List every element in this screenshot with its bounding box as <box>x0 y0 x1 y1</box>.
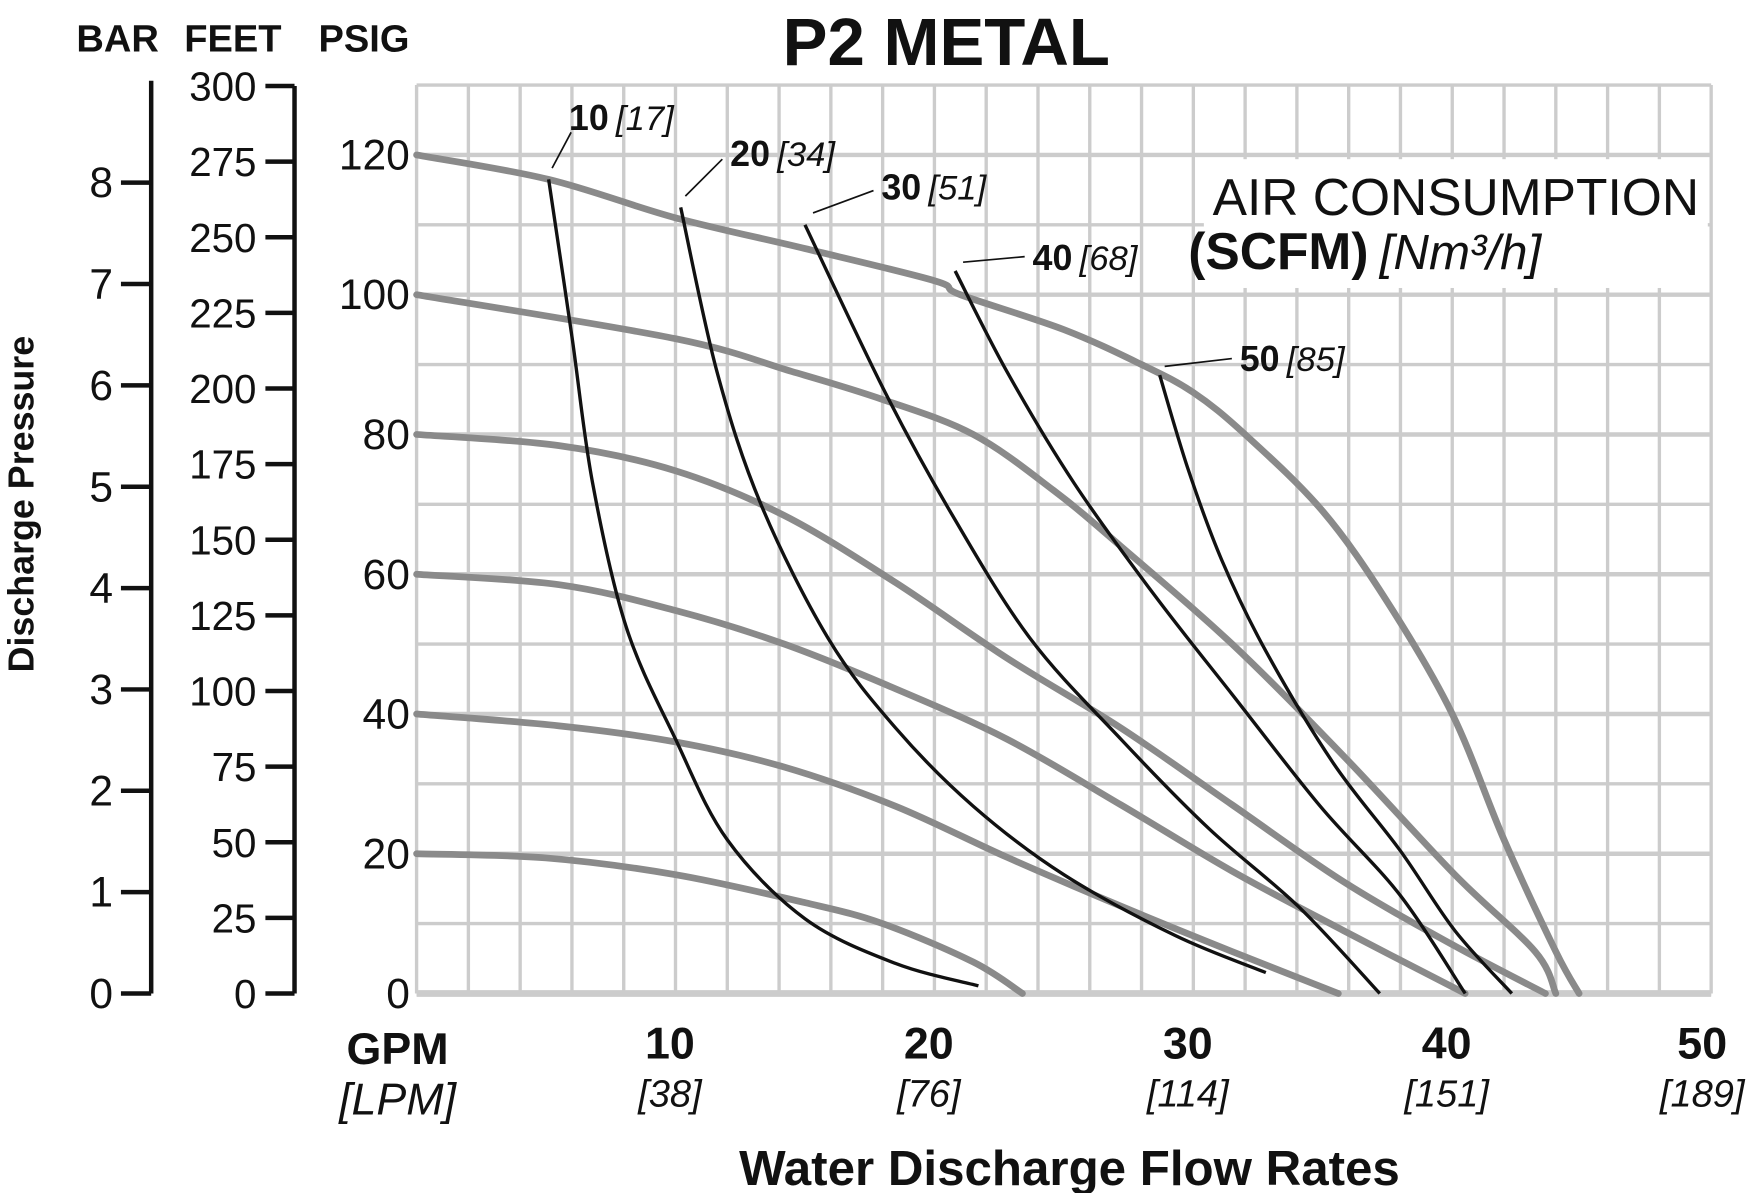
psig-tick-label: 60 <box>363 551 410 599</box>
pressure-curve-100-psig <box>413 291 1560 997</box>
air-curve-leader-line <box>684 158 723 197</box>
air-curve-leader-line <box>812 189 874 214</box>
air-curve-label-alt: [68] <box>1079 240 1139 278</box>
air-curve-50-scfm <box>1158 374 1514 995</box>
bar-tick-label: 8 <box>89 159 113 207</box>
bar-tick-label: 7 <box>89 261 113 309</box>
psig-tick-label: 120 <box>339 131 410 179</box>
psig-tick-label: 40 <box>363 691 410 739</box>
x-tick-label: 40 <box>1422 1018 1472 1068</box>
air-curve-20-scfm <box>679 206 1267 975</box>
feet-tick-label: 300 <box>189 65 256 110</box>
x-axis-label: Water Discharge Flow Rates <box>739 1141 1400 1193</box>
x-unit-lpm: [LPM] <box>338 1074 458 1124</box>
feet-tick-label: 250 <box>189 216 256 261</box>
feet-tick-label: 225 <box>189 291 256 336</box>
bar-tick-label: 2 <box>89 767 113 815</box>
psig-axis-header: PSIG <box>318 19 409 61</box>
feet-tick-label: 200 <box>189 367 256 412</box>
pressure-curve-40-psig <box>413 710 1342 997</box>
axes: 0204060801001200255075100125150175200225… <box>89 65 1746 1116</box>
pressure-curve-60-psig <box>413 570 1469 997</box>
air-curve-leader-line <box>1164 357 1232 368</box>
annotation-scfm: (SCFM) <box>1188 222 1368 280</box>
feet-tick-label: 50 <box>212 821 257 866</box>
x-tick-label: 20 <box>904 1018 954 1068</box>
feet-tick-label: 25 <box>212 896 257 941</box>
pressure-curves <box>413 151 1583 997</box>
feet-axis-header: FEET <box>184 19 281 61</box>
annotation-nm3h: [Nm³/h] <box>1379 225 1543 280</box>
x-tick-label: 10 <box>645 1018 695 1068</box>
air-curve-label-alt: [34] <box>776 136 836 174</box>
psig-tick-label: 80 <box>363 411 410 459</box>
air-curve-label: 40 <box>1033 238 1073 278</box>
annotation-line1: AIR CONSUMPTION <box>1213 168 1699 226</box>
x-tick-label-lpm: [38] <box>637 1074 703 1116</box>
air-curve-label: 10 <box>569 98 609 138</box>
feet-tick-label: 125 <box>189 594 256 639</box>
x-tick-label-lpm: [151] <box>1403 1074 1490 1116</box>
bar-tick-label: 6 <box>89 362 113 410</box>
chart-title: P2 METAL <box>783 5 1110 80</box>
psig-tick-label: 0 <box>386 970 410 1018</box>
air-consumption-curves: 10 [17] 20 [34] 30 [51] 40 [68] 50 [85] <box>546 98 1514 995</box>
x-tick-label: 30 <box>1163 1018 1213 1068</box>
air-curve-label: 20 <box>730 134 770 174</box>
x-unit-gpm: GPM <box>347 1024 449 1074</box>
air-curve-label: 30 <box>881 168 921 208</box>
bar-tick-label: 5 <box>89 463 113 511</box>
pressure-curve-120-psig <box>413 151 1583 997</box>
bar-tick-label: 4 <box>89 565 113 613</box>
bar-tick-label: 3 <box>89 666 113 714</box>
x-tick-label-lpm: [114] <box>1146 1074 1230 1116</box>
air-curve-leader-line <box>551 131 572 169</box>
air-curve-40-scfm <box>953 270 1467 995</box>
psig-tick-label: 20 <box>363 830 410 878</box>
air-curve-label-alt: [17] <box>615 100 675 138</box>
bar-tick-label: 0 <box>89 970 113 1018</box>
feet-tick-label: 0 <box>234 972 256 1017</box>
air-curve-label: 50 <box>1240 339 1280 379</box>
y-axis-label: Discharge Pressure <box>2 336 42 673</box>
feet-tick-label: 75 <box>212 745 257 790</box>
air-curve-30-scfm <box>803 224 1381 995</box>
annotation-background <box>1203 159 1708 288</box>
air-curve-leader-line <box>963 255 1025 264</box>
x-tick-label-lpm: [189] <box>1659 1074 1746 1116</box>
feet-tick-label: 100 <box>189 670 256 715</box>
pressure-curve-20-psig <box>413 850 1026 997</box>
bar-axis-header: BAR <box>76 19 158 61</box>
feet-tick-label: 275 <box>189 140 256 185</box>
feet-tick-label: 150 <box>189 518 256 563</box>
x-tick-label: 50 <box>1677 1018 1727 1068</box>
x-tick-label-lpm: [76] <box>896 1074 962 1116</box>
pressure-curve-80-psig <box>413 431 1549 997</box>
bar-tick-label: 1 <box>89 869 113 917</box>
feet-tick-label: 175 <box>189 443 256 488</box>
air-curve-label-alt: [85] <box>1286 341 1346 379</box>
air-curve-10-scfm <box>546 179 979 988</box>
air-curve-label-alt: [51] <box>927 170 987 208</box>
psig-tick-label: 100 <box>339 271 410 319</box>
